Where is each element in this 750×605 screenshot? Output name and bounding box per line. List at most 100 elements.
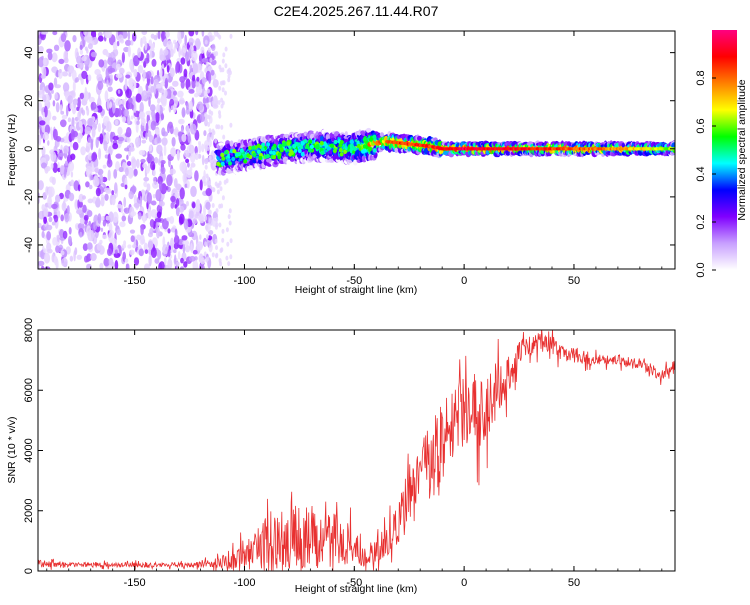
heatmap-cell xyxy=(73,100,76,109)
heatmap-cell xyxy=(266,142,271,147)
heatmap-cell xyxy=(120,205,124,214)
heatmap-cell xyxy=(77,111,81,121)
heatmap-cell xyxy=(183,149,190,158)
heatmap-cell xyxy=(114,260,119,269)
heatmap-cell xyxy=(106,79,109,88)
heatmap-cell xyxy=(208,155,212,161)
heatmap-cell xyxy=(231,156,236,162)
heatmap-cell xyxy=(234,152,239,157)
heatmap-cell xyxy=(47,195,52,207)
heatmap-cell xyxy=(243,154,248,159)
heatmap-cell xyxy=(132,32,137,42)
heatmap-cell xyxy=(121,52,125,63)
heatmap-cell xyxy=(218,222,222,228)
heatmap-cell xyxy=(218,142,224,147)
heatmap-cell xyxy=(109,101,113,109)
heatmap-cell xyxy=(109,74,113,79)
heatmap-cell xyxy=(38,46,44,53)
heatmap-cell xyxy=(186,180,190,189)
heatmap-cell xyxy=(170,195,176,203)
heatmap-cell xyxy=(188,210,194,219)
heatmap-cell xyxy=(210,110,214,116)
heatmap-cell xyxy=(156,227,160,239)
heatmap-cell xyxy=(116,108,122,117)
heatmap-cell xyxy=(133,168,138,176)
heatmap-cell xyxy=(38,56,44,68)
heatmap-cell xyxy=(115,98,122,106)
heatmap-cell xyxy=(191,50,198,62)
heatmap-cell xyxy=(186,200,189,207)
heatmap-cell xyxy=(126,136,131,143)
heatmap-cell xyxy=(150,120,156,131)
heatmap-cell xyxy=(59,165,65,175)
heatmap-cell xyxy=(140,224,144,236)
heatmap-cell xyxy=(214,238,218,244)
heatmap-cell xyxy=(60,33,67,42)
heatmap-cell xyxy=(218,64,222,70)
heatmap-cell xyxy=(142,163,148,169)
heatmap-cell xyxy=(161,137,168,146)
heatmap-cell xyxy=(152,181,159,189)
heatmap-cell xyxy=(97,213,102,225)
snr-plot-area xyxy=(38,330,675,571)
heatmap-cell xyxy=(140,117,146,126)
heatmap-cell xyxy=(145,132,148,140)
heatmap-cell xyxy=(203,89,208,99)
heatmap-cell xyxy=(99,262,104,269)
heatmap-cell xyxy=(161,31,165,42)
heatmap-cell xyxy=(119,104,124,109)
heatmap-cell xyxy=(162,49,169,56)
heatmap-cell xyxy=(44,166,49,174)
heatmap-cell xyxy=(332,148,337,154)
heatmap-cell xyxy=(211,128,215,134)
heatmap-cell xyxy=(224,63,228,69)
heatmap-cell xyxy=(44,266,51,269)
heatmap-cell xyxy=(190,123,197,135)
heatmap-cell xyxy=(205,188,212,197)
heatmap-cell xyxy=(41,31,49,35)
heatmap-cell xyxy=(72,141,79,151)
heatmap-cell xyxy=(64,213,70,223)
heatmap-cell xyxy=(169,168,176,175)
heatmap-cell xyxy=(192,63,199,74)
heatmap-cell xyxy=(179,187,185,200)
heatmap-cell xyxy=(221,156,226,161)
heatmap-cell xyxy=(164,257,167,266)
heatmap-cell xyxy=(83,31,87,36)
heatmap-cell xyxy=(125,39,132,47)
heatmap-cell xyxy=(146,192,152,205)
heatmap-cell xyxy=(68,72,72,77)
heatmap-cell xyxy=(207,180,211,186)
heatmap-cell xyxy=(165,31,170,38)
heatmap-cell xyxy=(196,101,204,111)
heatmap-cell xyxy=(58,58,65,65)
heatmap-cell xyxy=(187,162,190,168)
heatmap-cell xyxy=(207,122,211,127)
heatmap-cell xyxy=(175,183,182,191)
heatmap-cell xyxy=(178,205,185,213)
heatmap-cell xyxy=(112,135,119,141)
heatmap-cell xyxy=(174,254,177,265)
heatmap-cell xyxy=(218,113,222,119)
heatmap-cell xyxy=(98,93,101,104)
heatmap-cell xyxy=(46,48,53,54)
heatmap-cell xyxy=(106,121,112,133)
heatmap-cell xyxy=(146,156,152,163)
heatmap-cell xyxy=(203,181,207,187)
heatmap-cell xyxy=(105,52,110,57)
heatmap-cell xyxy=(201,31,205,37)
heatmap-cell xyxy=(129,249,135,256)
heatmap-cell xyxy=(129,58,134,71)
heatmap-cell xyxy=(300,141,305,146)
heatmap-cell xyxy=(103,59,108,69)
heatmap-cell xyxy=(141,238,146,245)
heatmap-cell xyxy=(180,143,186,151)
heatmap-cell xyxy=(70,129,75,141)
heatmap-cell xyxy=(228,220,232,226)
chart-title: C2E4.2025.267.11.44.R07 xyxy=(274,3,439,19)
x-tick-label: -100 xyxy=(233,577,255,589)
heatmap-cell xyxy=(134,136,141,147)
heatmap-cell xyxy=(67,117,71,123)
heatmap-cell xyxy=(173,90,177,96)
heatmap-cell xyxy=(190,162,196,168)
